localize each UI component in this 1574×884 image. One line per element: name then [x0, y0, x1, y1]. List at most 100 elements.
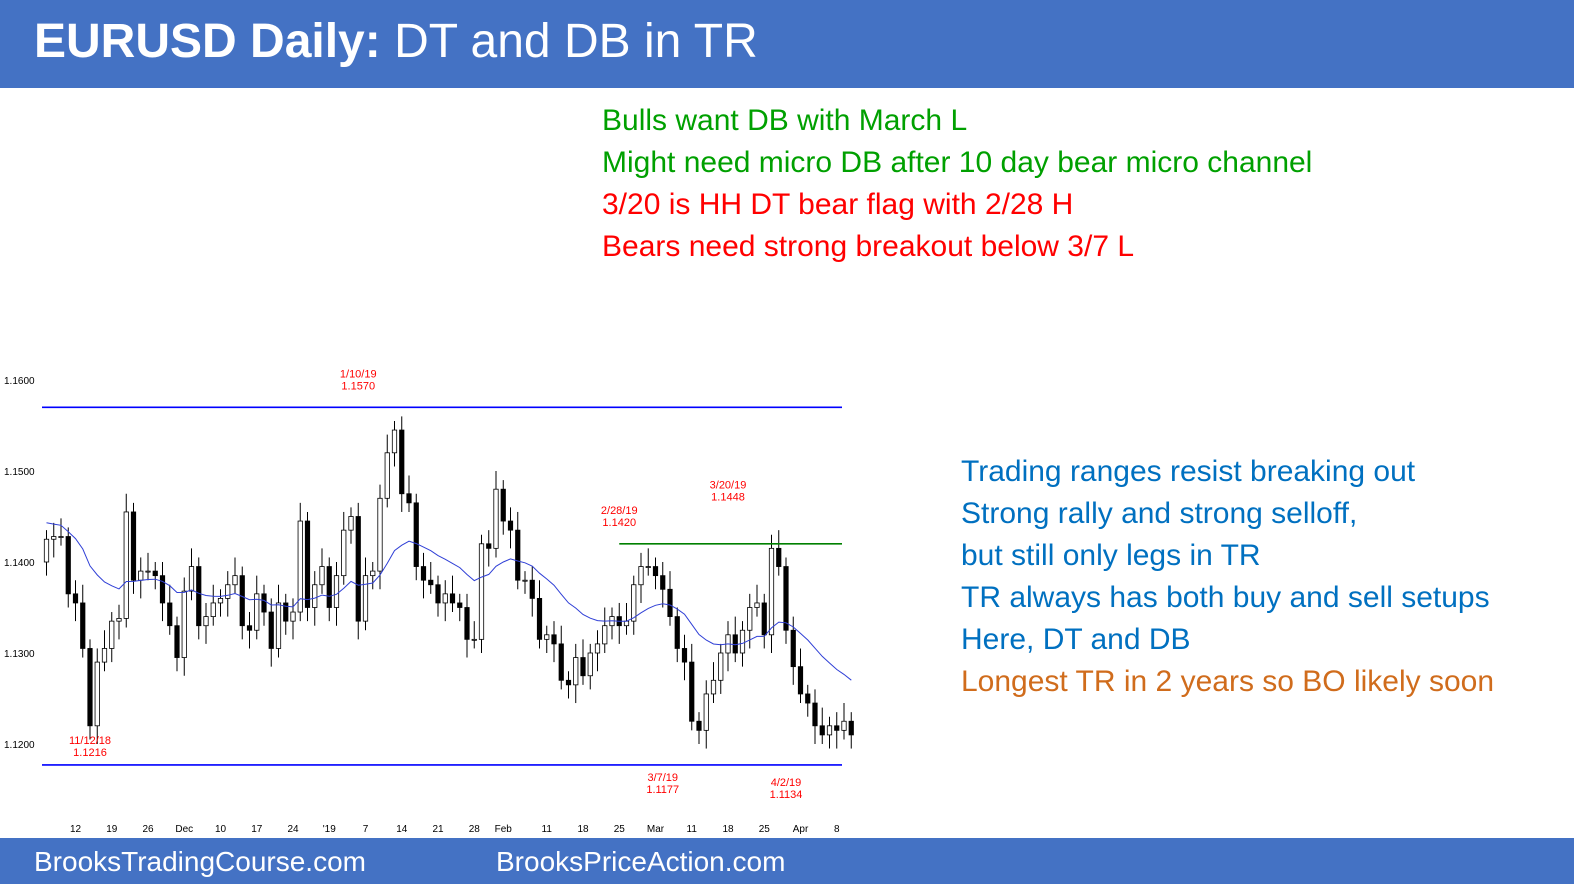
moving-average-line — [46, 522, 852, 681]
x-tick-label: 24 — [287, 824, 299, 835]
bear-candle — [732, 634, 738, 654]
bull-candle — [493, 488, 499, 549]
note-top-2: Might need micro DB after 10 day bear mi… — [602, 146, 1313, 179]
x-tick-label: 12 — [70, 824, 82, 835]
bull-candle — [768, 547, 775, 636]
bear-candle — [486, 543, 492, 549]
bull-candle — [739, 629, 746, 654]
bull-candle — [181, 590, 187, 658]
x-tick-label: 19 — [106, 824, 118, 835]
price-annotation: 1/10/19 — [340, 368, 377, 380]
note-right-6: Longest TR in 2 years so BO likely soon — [961, 665, 1495, 698]
bear-candle — [580, 657, 586, 677]
x-tick-label: 17 — [251, 824, 263, 835]
bear-candle — [399, 429, 405, 495]
bear-candle — [261, 593, 267, 613]
bear-candle — [689, 661, 695, 722]
bear-candle — [761, 602, 767, 636]
bear-candle — [834, 725, 840, 731]
note-right-2: Strong rally and strong selloff, — [961, 497, 1358, 530]
bear-candle — [652, 566, 659, 577]
title-bar: EURUSD Daily: DT and DB in TR — [0, 0, 1574, 88]
bull-candle — [43, 538, 50, 563]
footer-website-right[interactable]: BrooksPriceAction.com — [496, 846, 786, 877]
bull-candle — [225, 584, 231, 599]
price-annotation: 3/7/19 — [647, 772, 678, 784]
note-right-5: Here, DT and DB — [961, 623, 1191, 656]
bear-candle — [790, 629, 796, 668]
bull-candle — [594, 643, 601, 654]
bull-candle — [747, 607, 753, 631]
bull-candle — [631, 584, 637, 622]
price-annotation: 1.1216 — [73, 747, 107, 759]
bear-candle — [413, 502, 419, 567]
bear-candle — [87, 648, 93, 727]
x-tick-label: Dec — [175, 824, 193, 835]
bull-candle — [638, 566, 644, 586]
bull-candle — [297, 520, 303, 613]
bull-candle — [587, 652, 593, 677]
bull-candle — [290, 611, 296, 622]
bull-candle — [116, 618, 122, 622]
price-annotation: 2/28/19 — [601, 505, 638, 517]
bull-candle — [841, 720, 847, 731]
bull-candle — [203, 616, 209, 627]
price-annotation: 11/12/18 — [69, 735, 111, 747]
bear-candle — [812, 702, 818, 727]
note-right-1: Trading ranges resist breaking out — [961, 455, 1416, 488]
bear-candle — [464, 607, 470, 640]
x-tick-label: 7 — [363, 824, 369, 835]
x-tick-label: 11 — [542, 824, 553, 835]
bull-candle — [94, 661, 100, 727]
title-rest: DT and DB in TR — [380, 15, 758, 68]
price-annotation: 1.1420 — [602, 517, 636, 529]
y-tick-label: 1.1600 — [4, 376, 35, 387]
bear-candle — [152, 570, 158, 577]
bear-candle — [449, 593, 456, 604]
x-tick-label: 18 — [577, 824, 589, 835]
title-bold: EURUSD Daily: — [34, 15, 381, 68]
x-tick-label: 14 — [396, 824, 408, 835]
note-top-3: 3/20 is HH DT bear flag with 2/28 H — [602, 188, 1074, 221]
bull-candle — [391, 429, 398, 454]
notes-top: Bulls want DB with March L Might need mi… — [602, 100, 1312, 268]
x-tick-label: Apr — [793, 824, 809, 835]
y-tick-label: 1.1200 — [4, 740, 35, 751]
bear-candle — [500, 488, 506, 522]
bear-candle — [515, 529, 521, 581]
bull-candle — [384, 452, 390, 499]
bear-candle — [196, 566, 202, 627]
footer-website-left[interactable]: BrooksTradingCourse.com — [34, 846, 366, 877]
bear-candle — [776, 547, 782, 567]
note-top-1: Bulls want DB with March L — [602, 104, 968, 137]
bull-candle — [217, 597, 224, 604]
bear-candle — [326, 566, 332, 608]
bull-candle — [210, 602, 216, 617]
bear-candle — [507, 520, 514, 531]
bear-candle — [239, 575, 245, 627]
bear-candle — [696, 720, 702, 731]
bull-candle — [826, 725, 833, 736]
bull-candle — [58, 536, 64, 538]
bull-candle — [138, 570, 144, 581]
bull-candle — [544, 634, 550, 640]
bear-candle — [406, 493, 412, 504]
notes-right: Trading ranges resist breaking out Stron… — [961, 451, 1494, 703]
x-tick-label: 10 — [215, 824, 227, 835]
note-right-4: TR always has both buy and sell setups — [961, 581, 1490, 614]
x-tick-label: Feb — [495, 824, 513, 835]
x-tick-label: 8 — [834, 824, 840, 835]
bull-candle — [703, 693, 709, 731]
bull-candle — [442, 593, 448, 604]
bear-candle — [667, 588, 673, 618]
bear-candle — [457, 602, 463, 608]
candlestick-chart: 1.1600 1.1500 1.1400 1.1300 1.1200 12 19 26 Dec 1… — [4, 368, 854, 835]
bull-candle — [188, 566, 195, 592]
footer-bar: BrooksTradingCourse.com BrooksPriceActio… — [0, 838, 1574, 884]
bull-candle — [254, 593, 260, 631]
bull-candle — [101, 648, 108, 663]
bull-candle — [145, 570, 151, 573]
bear-candle — [558, 643, 564, 681]
bear-candle — [355, 516, 361, 622]
bull-candle — [348, 516, 354, 531]
